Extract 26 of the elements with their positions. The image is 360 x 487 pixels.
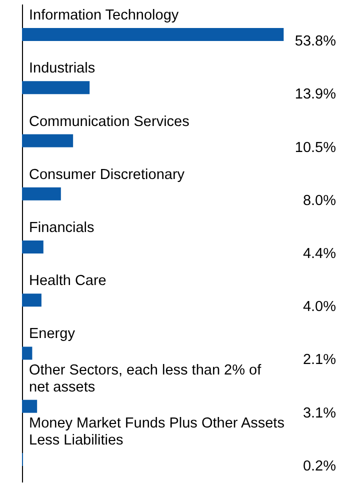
y-tick-label: Health Care <box>29 273 106 290</box>
bar <box>22 240 44 254</box>
bar <box>22 294 42 307</box>
data-label: 0.2% <box>302 458 336 474</box>
y-tick-label: Financials <box>29 220 94 236</box>
data-label: 4.0% <box>302 299 336 316</box>
data-label: 2.1% <box>302 352 336 368</box>
y-tick-label: Communication Services <box>29 114 190 130</box>
bar <box>22 187 61 200</box>
bar <box>22 134 74 148</box>
data-label: 4.4% <box>302 246 336 262</box>
bar <box>22 81 90 94</box>
y-tick-label: Other Sectors, each less than 2% of net assets <box>29 362 262 396</box>
data-label: 3.1% <box>302 405 336 422</box>
y-tick-label: Energy <box>29 326 76 342</box>
data-label: 8.0% <box>302 192 336 209</box>
y-tick-label: Information Technology <box>29 8 180 24</box>
data-label: 10.5% <box>294 140 336 156</box>
data-label: 53.8% <box>294 34 336 50</box>
y-tick-label: Industrials <box>29 60 96 77</box>
bar <box>22 346 32 360</box>
y-tick-label: Consumer Discretionary <box>29 166 186 183</box>
data-label: 13.9% <box>294 86 336 103</box>
y-tick-label: Money Market Funds Plus Other Assets Less Liabilities <box>29 415 284 448</box>
bar <box>22 28 284 42</box>
bar <box>22 400 38 413</box>
